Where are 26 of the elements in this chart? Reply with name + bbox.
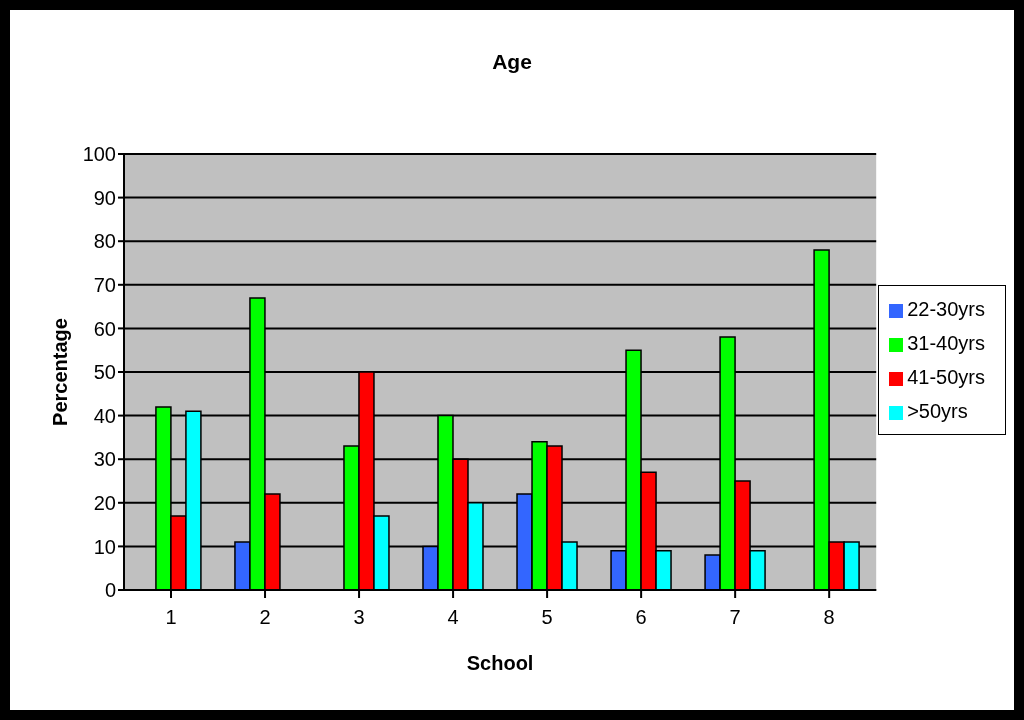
y-tick-label: 30	[93, 448, 116, 471]
chart-title: Age	[491, 50, 533, 74]
y-tick-label: 10	[93, 535, 116, 558]
x-tick-label: 4	[447, 606, 459, 629]
x-tick-label: 5	[541, 606, 553, 629]
y-tick-label: 60	[93, 317, 116, 340]
y-tick-label: 70	[93, 273, 116, 296]
x-tick-label: 6	[635, 606, 647, 629]
legend-label: 22-30yrs	[907, 298, 985, 320]
y-tick-label: 40	[93, 404, 116, 427]
y-axis-title: Percentage	[49, 318, 72, 426]
y-tick-label: 20	[93, 491, 116, 514]
x-tick-label: 3	[353, 606, 365, 629]
legend-label: >50yrs	[907, 400, 968, 422]
y-tick-label: 0	[104, 579, 116, 602]
legend-label: 41-50yrs	[907, 366, 985, 388]
x-tick-label: 1	[165, 606, 177, 629]
y-tick-label: 50	[93, 361, 116, 384]
x-tick-label: 8	[823, 606, 835, 629]
y-tick-label: 80	[93, 230, 116, 253]
x-tick-label: 7	[729, 606, 741, 629]
y-tick-label: 90	[93, 186, 116, 209]
x-tick-label: 2	[259, 606, 271, 629]
legend-label: 31-40yrs	[907, 332, 985, 354]
x-axis-title: School	[466, 652, 534, 674]
y-tick-label: 100	[82, 143, 116, 166]
